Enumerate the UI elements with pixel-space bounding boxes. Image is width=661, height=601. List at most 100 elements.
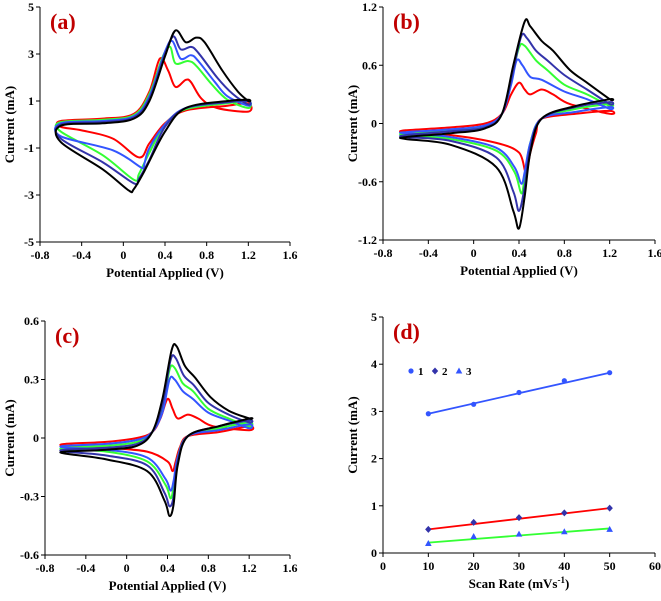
cv-curve-black [399, 18, 615, 230]
y-tick-label: -0.6 [358, 175, 377, 189]
legend: 1 2 3 [408, 366, 472, 378]
x-tick-label: 0 [120, 248, 126, 262]
y-tick-label: -5 [24, 235, 34, 249]
data-point-2 [425, 525, 432, 533]
data-point-3 [515, 530, 523, 537]
x-tick-label: 0.4 [160, 561, 175, 575]
data-point-1 [425, 411, 431, 417]
x-tick-label: 0 [124, 561, 130, 575]
cv-curve-red [59, 397, 255, 473]
panel-b: -0.8 -0.4 0 0.4 0.8 1.2 1.6 -1.2 -0.6 0 0.6 1.2 Pote… [345, 0, 661, 278]
cv-curve-black [54, 29, 252, 194]
y-tick-label: 1.2 [362, 0, 377, 14]
x-tick-label: 0.8 [557, 246, 572, 260]
x-tick-label: 1.6 [648, 246, 661, 260]
x-tick-label: 1.2 [242, 561, 257, 575]
x-tick-label: 30 [513, 559, 525, 573]
y-tick-label: 5 [28, 0, 34, 14]
y-axis-label: Current (mA) [2, 399, 17, 476]
data-point-1 [607, 370, 613, 376]
x-axis-label-sup: -1 [557, 575, 565, 585]
y-tick-label: 0 [371, 117, 377, 131]
y-tick-label: 0.6 [362, 58, 377, 72]
data-point-2 [515, 514, 523, 522]
legend-marker-1 [408, 368, 414, 374]
y-tick-label: -1.2 [358, 233, 377, 247]
panel-d: 0 10 20 30 40 50 60 0 1 2 3 4 5 Scan Rate (mVs-1) Curr… [345, 310, 661, 591]
x-tick-label: -0.8 [31, 248, 50, 262]
data-point-3 [470, 532, 477, 539]
y-tick-label: 0 [33, 431, 39, 445]
panel-label: (d) [393, 319, 420, 344]
x-tick-label: 1.2 [602, 246, 617, 260]
y-tick-label: 2 [371, 452, 377, 466]
x-tick-label: 0.4 [512, 246, 527, 260]
x-axis-label: Potential Applied (V) [109, 578, 227, 593]
y-tick-label: 4 [371, 357, 377, 371]
x-axis-label: Potential Applied (V) [106, 265, 224, 280]
y-tick-label: -1 [24, 141, 34, 155]
x-tick-label: 1.6 [283, 248, 298, 262]
y-tick-label: 1 [371, 499, 377, 513]
x-axis-label: Scan Rate (mVs-1) [469, 575, 570, 591]
data-point-3 [606, 525, 613, 532]
x-tick-label: 40 [558, 559, 570, 573]
legend-label-2: 2 [442, 366, 448, 378]
data-point-1 [471, 401, 477, 407]
cv-curve-red [399, 81, 616, 174]
x-tick-label: 50 [604, 559, 616, 573]
x-tick-label: -0.8 [374, 246, 393, 260]
legend-label-3: 3 [466, 366, 472, 378]
y-tick-label: 3 [371, 404, 377, 418]
data-point-3 [425, 540, 432, 547]
panel-label: (b) [393, 9, 420, 34]
y-tick-label: -3 [24, 188, 34, 202]
x-tick-label: 60 [649, 559, 661, 573]
x-tick-label: 0 [471, 246, 477, 260]
data-point-1 [561, 378, 567, 384]
legend-marker-2 [431, 367, 439, 375]
x-tick-label: 1.2 [241, 248, 256, 262]
x-tick-label: -0.4 [419, 246, 438, 260]
legend-marker-3 [455, 367, 463, 374]
y-tick-label: 1 [28, 94, 34, 108]
x-axis-label-main: Scan Rate (mVs [469, 576, 558, 591]
panel-a: -0.8 -0.4 0 0.4 0.8 1.2 1.6 -5 -3 -1 1 3 5 Potential … [2, 0, 298, 280]
x-tick-label: 10 [422, 559, 434, 573]
x-tick-label: 20 [468, 559, 480, 573]
cv-curve-red [55, 57, 253, 159]
x-tick-label: 1.6 [283, 561, 298, 575]
y-axis-label: Current (mA) [345, 396, 360, 473]
panel-c: -0.8 -0.4 0 0.4 0.8 1.2 1.6 -0.6 -0.3 0 0.3 0.6 Pote… [2, 314, 298, 593]
x-axis-label-end: ) [565, 576, 569, 591]
cv-curve-black [59, 343, 254, 518]
x-tick-label: -0.4 [72, 248, 91, 262]
panel-label: (a) [50, 9, 76, 34]
x-tick-label: 0.8 [201, 561, 216, 575]
data-point-2 [606, 504, 613, 512]
x-tick-label: 0.8 [199, 248, 214, 262]
y-tick-label: 0.6 [24, 314, 39, 328]
data-point-2 [561, 509, 568, 517]
data-point-2 [470, 518, 477, 526]
y-tick-label: -0.3 [20, 490, 39, 504]
y-tick-label: 5 [371, 310, 377, 324]
x-axis-label: Potential Applied (V) [460, 263, 578, 278]
y-tick-label: 0 [371, 546, 377, 560]
y-tick-label: 0.3 [24, 373, 39, 387]
data-point-1 [516, 389, 522, 396]
x-tick-label: -0.4 [76, 561, 95, 575]
cv-curve-purple [59, 354, 254, 508]
cv-curve-green [54, 45, 252, 182]
legend-label-1: 1 [418, 366, 424, 378]
x-tick-label: 0.4 [158, 248, 173, 262]
y-axis-label: Current (mA) [2, 86, 17, 163]
panel-label: (c) [55, 323, 79, 348]
y-axis-label: Current (mA) [345, 85, 360, 162]
x-tick-label: 0 [380, 559, 386, 573]
data-point-3 [561, 528, 568, 535]
cv-curve-purple [54, 35, 252, 186]
y-tick-label: 3 [28, 47, 34, 61]
x-tick-label: -0.8 [36, 561, 55, 575]
